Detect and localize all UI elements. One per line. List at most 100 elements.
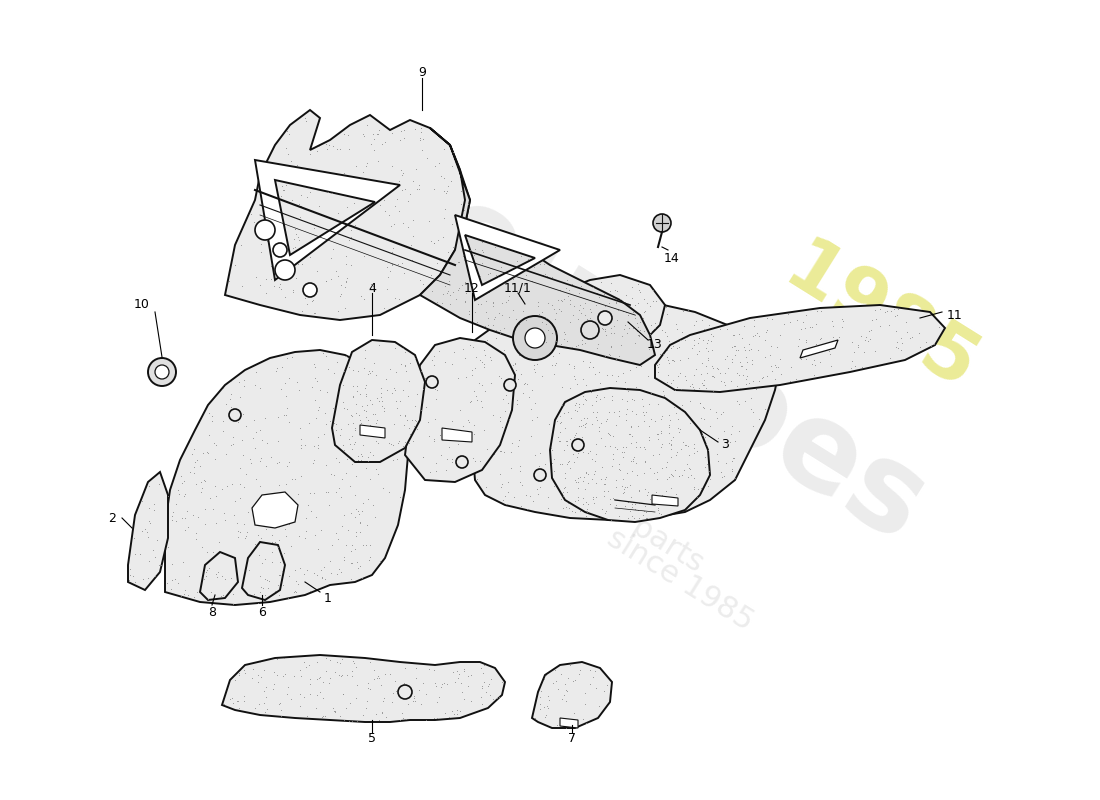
- Point: [164, 558, 182, 570]
- Point: [730, 425, 748, 438]
- Point: [456, 296, 474, 309]
- Point: [652, 507, 670, 520]
- Point: [483, 353, 500, 366]
- Point: [376, 301, 394, 314]
- Point: [293, 433, 310, 446]
- Point: [365, 133, 383, 146]
- Point: [345, 438, 363, 450]
- Point: [343, 670, 361, 682]
- Point: [414, 144, 431, 157]
- Point: [566, 426, 584, 439]
- Point: [695, 402, 713, 414]
- Point: [696, 438, 714, 450]
- Point: [559, 684, 576, 697]
- Point: [279, 592, 297, 605]
- Point: [271, 190, 288, 202]
- Point: [627, 441, 645, 454]
- Point: [636, 441, 653, 454]
- Point: [730, 369, 748, 382]
- Point: [221, 693, 239, 706]
- Point: [307, 529, 324, 542]
- Point: [147, 534, 165, 546]
- Point: [557, 500, 574, 513]
- Point: [541, 418, 559, 430]
- Point: [449, 372, 466, 385]
- Point: [574, 390, 592, 402]
- Point: [781, 374, 799, 387]
- Point: [146, 551, 164, 564]
- Point: [375, 691, 393, 704]
- Point: [305, 218, 322, 230]
- Point: [482, 673, 499, 686]
- Point: [630, 484, 648, 497]
- Point: [180, 570, 198, 583]
- Point: [196, 502, 213, 515]
- Point: [563, 341, 581, 354]
- Point: [724, 463, 741, 476]
- Point: [720, 436, 738, 449]
- Point: [636, 499, 653, 512]
- Point: [584, 493, 602, 506]
- Point: [697, 342, 715, 354]
- Point: [394, 706, 411, 719]
- Point: [735, 320, 752, 333]
- Point: [473, 356, 491, 369]
- Point: [425, 182, 442, 195]
- Point: [309, 543, 327, 556]
- Point: [830, 330, 848, 343]
- Point: [660, 436, 678, 449]
- Point: [338, 350, 355, 362]
- Point: [642, 326, 660, 338]
- Point: [368, 414, 386, 426]
- Point: [396, 183, 414, 196]
- Point: [535, 269, 552, 282]
- Point: [466, 255, 484, 268]
- Point: [451, 255, 469, 268]
- Point: [231, 526, 249, 538]
- Point: [590, 421, 607, 434]
- Point: [280, 570, 298, 582]
- Point: [623, 280, 640, 293]
- Point: [474, 246, 492, 258]
- Point: [495, 322, 513, 334]
- Point: [371, 671, 388, 684]
- Point: [263, 216, 280, 229]
- Point: [456, 352, 474, 365]
- Point: [684, 318, 702, 331]
- Point: [660, 408, 678, 421]
- Point: [337, 301, 354, 314]
- Point: [512, 250, 529, 262]
- Point: [718, 350, 736, 362]
- Point: [124, 570, 142, 582]
- Point: [306, 177, 323, 190]
- Point: [427, 392, 444, 405]
- Point: [578, 466, 595, 478]
- Point: [508, 255, 526, 268]
- Point: [481, 350, 498, 363]
- Point: [273, 282, 290, 295]
- Point: [510, 465, 528, 478]
- Point: [262, 273, 279, 286]
- Point: [473, 418, 491, 431]
- Point: [556, 481, 573, 494]
- Point: [627, 381, 645, 394]
- Point: [257, 287, 275, 300]
- Point: [641, 299, 659, 312]
- Point: [387, 235, 405, 248]
- Point: [332, 490, 350, 503]
- Point: [543, 270, 561, 283]
- Point: [396, 359, 414, 372]
- Point: [640, 343, 658, 356]
- Point: [316, 710, 333, 722]
- Point: [184, 509, 201, 522]
- Point: [238, 526, 255, 538]
- Point: [472, 386, 490, 398]
- Point: [669, 342, 686, 354]
- Point: [644, 294, 661, 307]
- Point: [339, 128, 356, 141]
- Point: [417, 372, 434, 385]
- Text: europes: europes: [412, 173, 947, 567]
- Point: [683, 378, 701, 391]
- Point: [888, 325, 905, 338]
- Point: [602, 285, 619, 298]
